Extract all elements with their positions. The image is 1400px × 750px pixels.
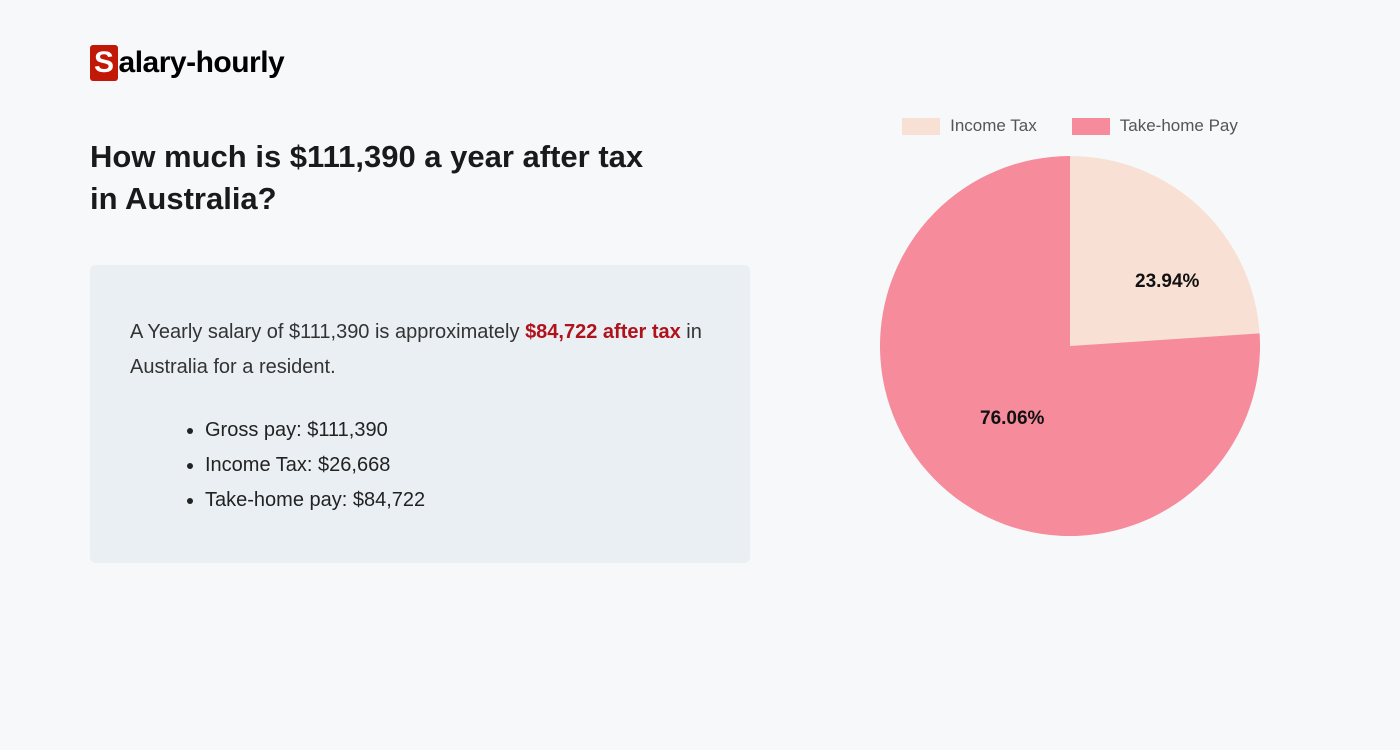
legend-label: Income Tax [950, 116, 1037, 136]
summary-sentence: A Yearly salary of $111,390 is approxima… [130, 315, 710, 385]
list-item: Income Tax: $26,668 [205, 448, 710, 483]
legend-label: Take-home Pay [1120, 116, 1238, 136]
page-title: How much is $111,390 a year after tax in… [90, 136, 650, 220]
summary-highlight: $84,722 after tax [525, 321, 681, 343]
pie-chart: 23.94% 76.06% [880, 156, 1260, 536]
legend-item: Income Tax [902, 116, 1037, 136]
summary-box: A Yearly salary of $111,390 is approxima… [90, 265, 750, 563]
legend-item: Take-home Pay [1072, 116, 1238, 136]
legend-swatch [1072, 118, 1110, 135]
brand-logo: Salary-hourly [90, 45, 1310, 81]
slice-label: 23.94% [1135, 271, 1199, 293]
brand-text: alary-hourly [119, 46, 285, 80]
summary-prefix: A Yearly salary of $111,390 is approxima… [130, 321, 525, 343]
summary-list: Gross pay: $111,390 Income Tax: $26,668 … [130, 413, 710, 518]
list-item: Gross pay: $111,390 [205, 413, 710, 448]
brand-badge: S [90, 45, 118, 81]
pie-svg [880, 156, 1260, 536]
list-item: Take-home pay: $84,722 [205, 483, 710, 518]
slice-label: 76.06% [980, 408, 1044, 430]
legend-swatch [902, 118, 940, 135]
chart-legend: Income Tax Take-home Pay [902, 116, 1238, 136]
